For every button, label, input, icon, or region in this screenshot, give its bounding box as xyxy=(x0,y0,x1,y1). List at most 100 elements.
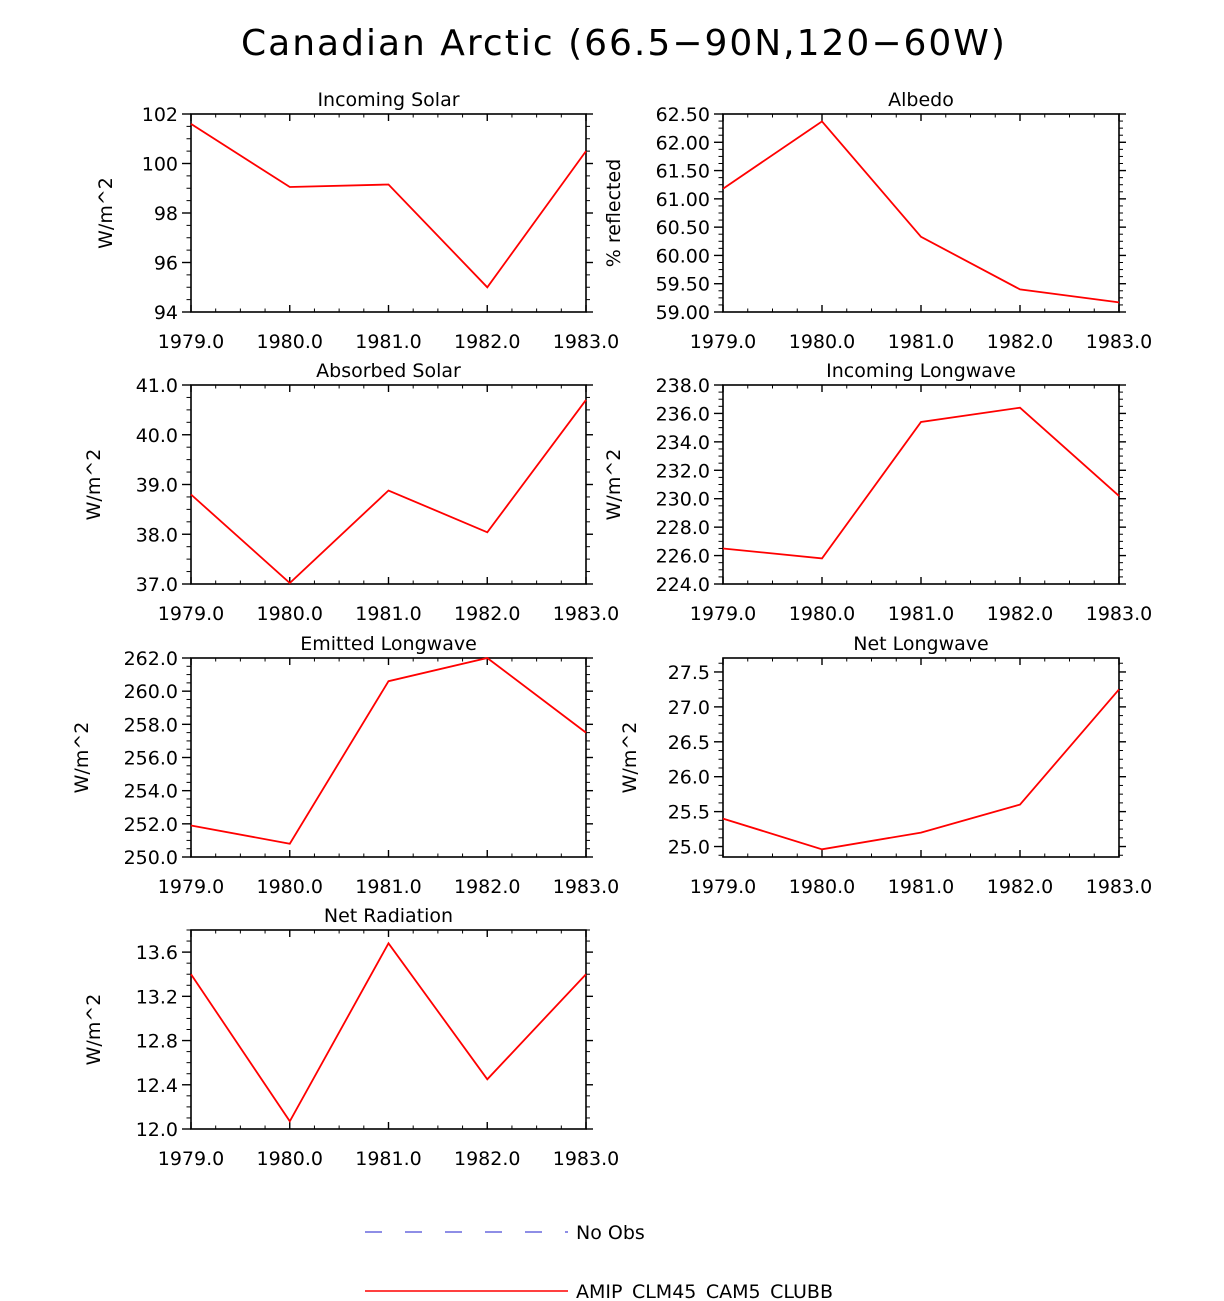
x-tick-label: 1981.0 xyxy=(355,876,421,898)
x-tick-label: 1979.0 xyxy=(158,603,224,625)
x-tick-label: 1982.0 xyxy=(454,603,520,625)
y-tick-label: 252.0 xyxy=(124,814,178,836)
y-tick-label: 226.0 xyxy=(656,546,710,568)
panel-title: Emitted Longwave xyxy=(300,633,477,655)
y-axis-label: W/m^2 xyxy=(83,449,105,521)
y-tick-label: 102 xyxy=(142,104,178,126)
y-tick-label: 238.0 xyxy=(656,375,710,397)
x-tick-label: 1983.0 xyxy=(553,876,619,898)
series-line xyxy=(722,120,1120,304)
panel-title: Albedo xyxy=(888,89,954,111)
y-tick-label: 256.0 xyxy=(124,748,178,770)
panel-title: Incoming Solar xyxy=(317,89,459,111)
y-axis-label: W/m^2 xyxy=(83,994,105,1066)
y-axis-label: W/m^2 xyxy=(95,177,117,249)
series-line xyxy=(190,123,587,289)
y-tick-label: 260.0 xyxy=(124,681,178,703)
x-tick-label: 1980.0 xyxy=(257,331,323,353)
x-tick-label: 1982.0 xyxy=(987,331,1053,353)
y-tick-label: 232.0 xyxy=(656,460,710,482)
y-tick-label: 25.5 xyxy=(668,802,710,824)
legend-obs-label: No Obs xyxy=(576,1222,645,1244)
y-tick-label: 96 xyxy=(154,253,178,275)
x-tick-label: 1979.0 xyxy=(158,876,224,898)
legend: No Obs AMIP_CLM45_CAM5_CLUBB xyxy=(365,1222,833,1301)
y-tick-label: 236.0 xyxy=(656,403,710,425)
y-tick-label: 40.0 xyxy=(136,425,178,447)
x-tick-label: 1982.0 xyxy=(454,1148,520,1170)
x-tick-label: 1982.0 xyxy=(987,603,1053,625)
y-tick-label: 230.0 xyxy=(656,489,710,511)
legend-model-label: AMIP_CLM45_CAM5_CLUBB xyxy=(576,1281,833,1301)
x-tick-label: 1980.0 xyxy=(789,331,855,353)
figure-title: Canadian Arctic (66.5−90N,120−60W) xyxy=(241,23,1007,64)
y-tick-label: 94 xyxy=(154,302,178,324)
x-tick-label: 1980.0 xyxy=(257,1148,323,1170)
y-tick-label: 37.0 xyxy=(136,574,178,596)
plot-frame xyxy=(190,113,587,313)
x-tick-label: 1981.0 xyxy=(355,1148,421,1170)
x-tick-label: 1981.0 xyxy=(355,603,421,625)
y-tick-label: 250.0 xyxy=(124,847,178,869)
y-tick-label: 13.2 xyxy=(136,986,178,1008)
y-axis-label: W/m^2 xyxy=(619,722,641,794)
y-tick-label: 59.50 xyxy=(656,274,710,296)
y-tick-label: 61.00 xyxy=(656,189,710,211)
x-tick-label: 1981.0 xyxy=(888,331,954,353)
y-tick-label: 27.0 xyxy=(668,697,710,719)
y-tick-label: 60.00 xyxy=(656,245,710,267)
y-axis-label: % reflected xyxy=(603,159,625,267)
x-tick-label: 1983.0 xyxy=(1086,603,1152,625)
series-line xyxy=(190,941,587,1124)
x-tick-label: 1983.0 xyxy=(1086,331,1152,353)
y-axis-label: W/m^2 xyxy=(71,722,93,794)
x-tick-label: 1979.0 xyxy=(690,331,756,353)
y-tick-label: 258.0 xyxy=(124,714,178,736)
y-tick-label: 262.0 xyxy=(124,648,178,670)
panel-2: Absorbed Solar W/m^2 1979.0 1980.0 1981.0 198… xyxy=(83,360,619,625)
series-line xyxy=(722,406,1120,560)
plot-frame xyxy=(190,929,587,1130)
y-tick-label: 254.0 xyxy=(124,781,178,803)
y-tick-label: 61.50 xyxy=(656,161,710,183)
panel-title: Net Longwave xyxy=(853,633,989,655)
panel-6: Net Radiation W/m^2 1979.0 1980.0 1981.0 1982… xyxy=(83,905,619,1170)
y-tick-label: 27.5 xyxy=(668,662,710,684)
x-tick-label: 1979.0 xyxy=(158,331,224,353)
y-tick-label: 39.0 xyxy=(136,475,178,497)
y-tick-label: 228.0 xyxy=(656,517,710,539)
x-tick-label: 1980.0 xyxy=(257,603,323,625)
x-tick-label: 1982.0 xyxy=(454,876,520,898)
panel-0: Incoming Solar W/m^2 1979.0 1980.0 1981.0 198… xyxy=(95,89,619,353)
x-tick-label: 1982.0 xyxy=(454,331,520,353)
y-tick-label: 26.5 xyxy=(668,732,710,754)
series-line xyxy=(190,657,587,845)
x-tick-label: 1979.0 xyxy=(158,1148,224,1170)
y-tick-label: 13.6 xyxy=(136,942,178,964)
x-tick-label: 1983.0 xyxy=(553,603,619,625)
y-axis-label: W/m^2 xyxy=(603,449,625,521)
series-line xyxy=(190,399,587,585)
plot-frame xyxy=(722,113,1120,313)
panel-5: Net Longwave W/m^2 1979.0 1980.0 1981.0 1982.… xyxy=(619,633,1152,898)
x-tick-label: 1983.0 xyxy=(1086,876,1152,898)
x-tick-label: 1979.0 xyxy=(690,603,756,625)
y-tick-label: 12.8 xyxy=(136,1031,178,1053)
y-tick-label: 100 xyxy=(142,154,178,176)
panel-1: Albedo % reflected 1979.0 1980.0 1981.0 1982.… xyxy=(603,89,1152,353)
x-tick-label: 1980.0 xyxy=(257,876,323,898)
y-tick-label: 62.50 xyxy=(656,104,710,126)
x-tick-label: 1981.0 xyxy=(888,876,954,898)
panel-4: Emitted Longwave W/m^2 1979.0 1980.0 1981.0 1… xyxy=(71,633,619,898)
x-tick-label: 1983.0 xyxy=(553,1148,619,1170)
x-tick-label: 1983.0 xyxy=(553,331,619,353)
plot-frame xyxy=(190,384,587,585)
panel-title: Absorbed Solar xyxy=(316,360,461,382)
x-tick-label: 1981.0 xyxy=(888,603,954,625)
y-tick-label: 234.0 xyxy=(656,432,710,454)
y-tick-label: 60.50 xyxy=(656,217,710,239)
panel-title: Net Radiation xyxy=(324,905,453,927)
series-line xyxy=(722,688,1120,851)
x-tick-label: 1980.0 xyxy=(789,603,855,625)
y-tick-label: 224.0 xyxy=(656,574,710,596)
